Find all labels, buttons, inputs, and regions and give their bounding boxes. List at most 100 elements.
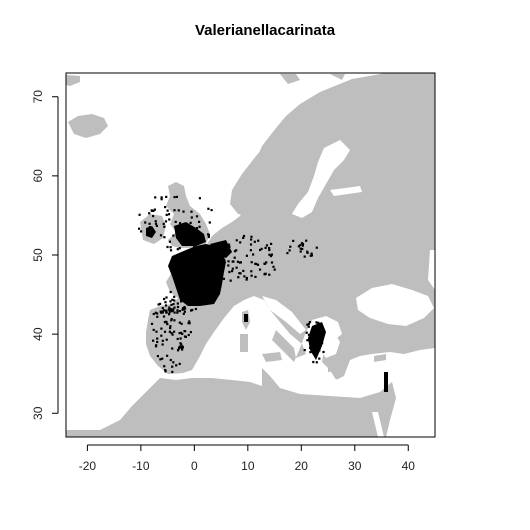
occurrence-dot xyxy=(184,335,187,338)
occurrence-dot xyxy=(272,265,275,268)
occurrence-dot xyxy=(216,257,219,260)
occurrence-dot xyxy=(165,338,168,341)
x-tick-label: 40 xyxy=(402,459,416,473)
occurrence-dot xyxy=(172,308,175,311)
occurrence-dot xyxy=(154,220,157,223)
occurrence-dot xyxy=(169,358,172,362)
occurrence-dot xyxy=(268,247,271,250)
occurrence-dot xyxy=(156,340,159,344)
x-tick-label: 20 xyxy=(295,459,309,473)
occurrence-dot xyxy=(258,268,262,271)
occurrence-dot xyxy=(321,342,324,345)
occurrence-dot xyxy=(303,349,306,352)
occurrence-dot xyxy=(319,327,323,330)
occurrence-dot xyxy=(176,309,179,312)
occurrence-dot xyxy=(160,311,163,314)
occurrence-dot xyxy=(174,220,177,223)
occurrence-dot xyxy=(180,322,183,325)
occurrence-dot xyxy=(249,243,253,246)
occurrence-dot xyxy=(171,298,174,301)
occurrence-dot xyxy=(265,244,269,247)
occurrence-dot xyxy=(173,196,176,199)
y-tick-label: 60 xyxy=(31,169,45,183)
occurrence-dot xyxy=(170,319,173,322)
occurrence-dot xyxy=(150,322,154,325)
occurrence-dot xyxy=(215,251,218,254)
occurrence-dot xyxy=(306,339,309,342)
occurrence-dot xyxy=(307,322,310,325)
occurrence-dot xyxy=(301,247,304,251)
occurrence-dot xyxy=(286,252,289,255)
occurrence-dot xyxy=(210,209,213,212)
occurrence-dot xyxy=(292,239,295,242)
occurrence-dot xyxy=(318,357,321,360)
occurrence-dot xyxy=(315,334,318,338)
occurrence-dot xyxy=(268,248,271,252)
occurrence-dot xyxy=(160,334,163,337)
occurrence-layer xyxy=(138,195,388,392)
occurrence-dot xyxy=(264,246,267,249)
occurrence-dot xyxy=(162,315,166,318)
occurrence-dot xyxy=(163,225,166,228)
occurrence-dot xyxy=(156,312,159,315)
occurrence-dot xyxy=(181,346,184,349)
occurrence-dot xyxy=(150,209,153,212)
occurrence-dot xyxy=(177,225,180,228)
occurrence-dot xyxy=(257,239,260,242)
occurrence-dot xyxy=(220,263,223,266)
water-aegean xyxy=(320,332,340,358)
occurrence-dot xyxy=(140,230,143,233)
occurrence-dot xyxy=(170,317,173,321)
occurrence-dot xyxy=(299,247,302,250)
occurrence-dot xyxy=(169,246,172,249)
occurrence-dot xyxy=(153,208,156,211)
occurrence-dot xyxy=(163,297,166,301)
occurrence-dot xyxy=(214,255,217,258)
occurrence-scatter xyxy=(138,195,325,373)
occurrence-dot xyxy=(159,234,163,237)
occurrence-dot xyxy=(166,209,169,212)
occurrence-dot xyxy=(205,264,209,267)
occurrence-dot xyxy=(223,259,226,262)
occurrence-dot xyxy=(227,264,230,267)
occurrence-dot xyxy=(316,322,319,325)
land-greenland xyxy=(66,75,80,86)
occurrence-dot xyxy=(242,236,245,239)
plot-frame xyxy=(65,72,436,438)
occurrence-dot xyxy=(315,321,318,324)
occurrence-dot xyxy=(154,196,157,199)
occurrence-dot xyxy=(315,348,318,351)
occurrence-dot xyxy=(243,275,246,278)
occurrence-dot xyxy=(308,321,312,324)
occurrence-dot xyxy=(310,343,313,346)
occurrence-dot xyxy=(168,330,171,333)
occurrence-dot xyxy=(228,270,231,274)
occurrence-dot xyxy=(168,311,171,314)
occurrence-dot xyxy=(219,267,222,271)
occurrence-dot xyxy=(181,348,184,351)
occurrence-dot xyxy=(299,244,302,247)
occurrence-dot xyxy=(183,305,186,309)
x-axis: -20 -10 0 10 20 30 40 xyxy=(79,444,416,473)
occurrence-dot xyxy=(191,308,194,312)
occurrence-dot xyxy=(161,343,164,346)
occurrence-dot xyxy=(179,337,182,340)
occurrence-dot xyxy=(231,270,234,273)
occurrence-dot xyxy=(309,351,312,354)
occurrence-dot xyxy=(179,331,183,334)
occurrence-dot xyxy=(187,299,190,302)
occurrence-dot xyxy=(160,196,163,199)
occurrence-dot xyxy=(315,246,318,249)
occurrence-dot xyxy=(152,312,155,316)
water-red-sea xyxy=(372,412,384,437)
occurrence-dot xyxy=(171,365,174,368)
occurrence-dot xyxy=(173,319,176,322)
occurrence-dot xyxy=(165,296,168,299)
occurrence-england xyxy=(174,222,206,246)
occurrence-dot xyxy=(180,300,183,303)
occurrence-dot xyxy=(182,210,185,213)
occurrence-dot xyxy=(250,235,253,238)
occurrence-dot xyxy=(305,239,308,242)
occurrence-dot xyxy=(263,262,266,265)
